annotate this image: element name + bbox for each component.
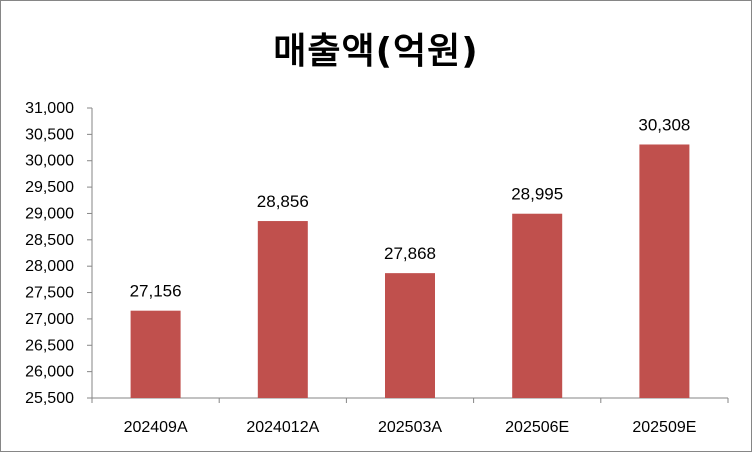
bar [257, 221, 308, 398]
data-label: 27,868 [384, 244, 436, 263]
bar [639, 144, 690, 398]
y-tick-label: 30,500 [25, 126, 74, 143]
bars [130, 144, 690, 398]
y-tick-label: 27,000 [25, 311, 74, 328]
labels: 25,500 26,000 26,500 27,000 27,500 28,000 28,5… [25, 100, 696, 436]
category-label: 202409A [124, 419, 188, 436]
y-tick-label: 26,500 [25, 337, 74, 354]
bar [385, 273, 435, 398]
data-label: 28,856 [257, 192, 309, 211]
y-tick-label: 26,000 [25, 364, 74, 381]
y-tick-label: 31,000 [25, 100, 74, 117]
bar [512, 213, 563, 398]
category-label: 202509E [632, 419, 696, 436]
y-tick-label: 29,500 [25, 179, 74, 196]
data-label: 27,156 [130, 282, 182, 301]
data-label: 28,995 [511, 185, 563, 204]
y-tick-label: 25,500 [25, 390, 74, 407]
category-label: 202506E [505, 419, 569, 436]
y-tick-label: 30,000 [25, 153, 74, 170]
category-label: 202503A [378, 419, 442, 436]
y-tick-label: 28,500 [25, 232, 74, 249]
y-tick-label: 28,000 [25, 258, 74, 275]
chart-title: 매출액(억원) [273, 31, 479, 72]
bar [130, 310, 181, 398]
data-label: 30,308 [638, 115, 690, 134]
y-tick-label: 27,500 [25, 285, 74, 302]
category-label: 2024012A [246, 419, 319, 436]
y-tick-label: 29,000 [25, 205, 74, 222]
